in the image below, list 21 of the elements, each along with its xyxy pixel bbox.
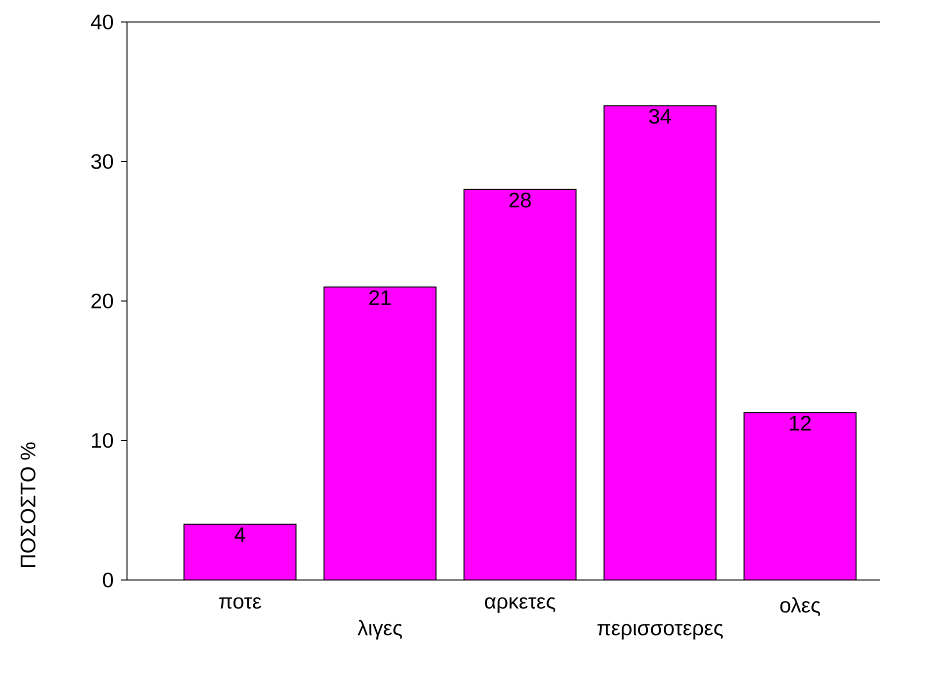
x-tick-label: ολες [780,597,820,616]
data-label: 12 [790,416,811,430]
x-tick-label: λιγες [358,620,402,640]
y-tick-label: 30 [91,154,113,169]
bar [464,189,576,580]
y-axis-title: ΠΟΣΟΣΤΟ % [20,442,36,568]
y-tick-label: 40 [90,14,113,30]
data-label: 4 [234,527,246,542]
bar [744,412,857,580]
data-label: 21 [369,290,391,305]
x-tick-label: ποτε [219,597,262,609]
data-label: 28 [509,192,531,208]
bar [324,287,436,580]
bar [604,106,716,580]
bar [184,524,296,580]
x-tick-label: αρκετες [485,597,556,613]
data-label: 34 [649,108,672,124]
x-tick-label: περισσοτερες [597,624,723,640]
y-tick-label: 0 [102,572,113,588]
y-tick-label: 20 [92,294,113,308]
y-tick-label: 10 [92,433,113,448]
